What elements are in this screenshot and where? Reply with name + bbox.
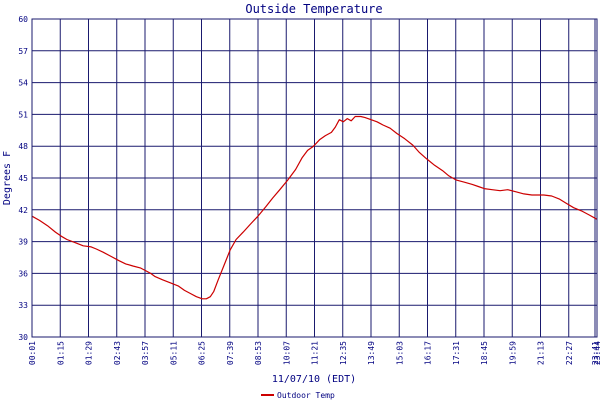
series-lines — [31, 115, 598, 300]
x-tick-label: 15:03 — [395, 341, 404, 365]
x-tick-label: 19:59 — [508, 341, 517, 365]
legend-label: Outdoor Temp — [277, 391, 335, 400]
x-tick-label: 10:07 — [282, 341, 291, 365]
x-tick-label: 12:35 — [339, 341, 348, 365]
x-axis-label: 11/07/10 (EDT) — [272, 374, 356, 385]
grid-lines — [31, 18, 598, 338]
y-tick-labels: 30 33 36 39 42 45 48 51 54 57 60 — [18, 15, 28, 342]
x-tick-labels: 00:01 01:15 01:29 02:43 03:57 05:11 06:25 07:39… — [28, 341, 600, 365]
x-tick-label: 13:49 — [367, 341, 376, 365]
legend: Outdoor Temp — [261, 391, 335, 400]
x-tick-label: 02:43 — [113, 341, 122, 365]
y-tick-label: 33 — [18, 301, 28, 310]
x-tick-label: 08:53 — [254, 341, 263, 365]
x-tick-label: 01:15 — [56, 341, 65, 365]
x-tick-label: 18:45 — [480, 341, 489, 365]
x-tick-label: 17:31 — [452, 341, 461, 365]
plot-frame — [31, 18, 598, 338]
chart-title: Outside Temperature — [245, 2, 382, 16]
series-line-outdoor-temp — [31, 115, 598, 300]
y-tick-label: 57 — [18, 47, 28, 56]
y-tick-label: 54 — [18, 79, 28, 88]
x-tick-label: 07:39 — [226, 341, 235, 365]
y-axis-label: Degrees F — [2, 151, 13, 205]
y-tick-label: 30 — [18, 333, 28, 342]
x-tick-label: 03:57 — [141, 341, 150, 365]
y-tick-label: 36 — [18, 269, 28, 278]
x-tick-label: 11:21 — [311, 341, 320, 365]
x-tick-label: 06:25 — [198, 341, 207, 365]
x-tick-label: 00:01 — [28, 341, 37, 365]
y-tick-label: 45 — [18, 174, 28, 183]
y-tick-label: 48 — [18, 142, 28, 151]
y-tick-label: 51 — [18, 110, 28, 119]
x-tick-label: 01:29 — [85, 341, 94, 365]
y-tick-label: 39 — [18, 238, 28, 247]
x-tick-label: 22:27 — [565, 341, 574, 365]
x-tick-label: 16:17 — [424, 341, 433, 365]
x-tick-label: 23:44 — [593, 341, 600, 365]
x-tick-label: 21:13 — [537, 341, 546, 365]
x-tick-label: 05:11 — [169, 341, 178, 365]
x-tick-label: 23:41 — [591, 341, 600, 365]
y-tick-label: 42 — [18, 206, 28, 215]
y-tick-label: 60 — [18, 15, 28, 24]
